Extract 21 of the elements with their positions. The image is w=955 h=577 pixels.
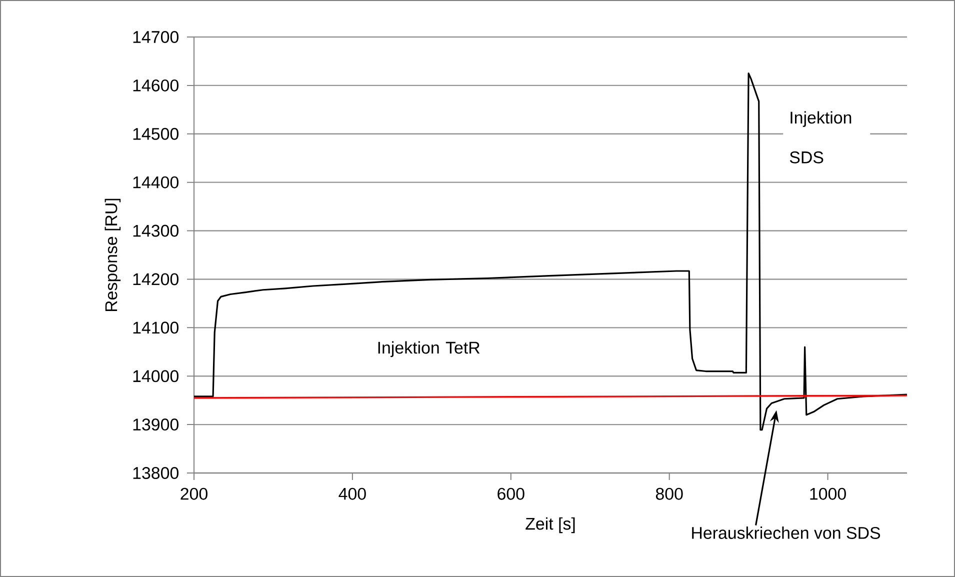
x-tick-label: 400 [338, 488, 366, 500]
x-tick-label: 800 [656, 488, 683, 500]
x-tick-label: 600 [498, 488, 524, 500]
y-tick-label: 14500 [133, 128, 178, 140]
y-tick-label: 14100 [133, 322, 178, 334]
text: Herauskriechen von SDS [692, 526, 880, 539]
y-tick-label: 13800 [133, 467, 178, 479]
line-series [193, 72, 908, 431]
x-axis-title: Zeit [s] [526, 517, 575, 534]
y-tick-label: 14400 [133, 176, 178, 188]
x-tick-label: 200 [180, 488, 208, 500]
y-tick-label: 14200 [133, 273, 178, 286]
x-tick-label: 1000 [810, 488, 846, 500]
annotation: Injektion TetR [378, 341, 480, 358]
text: Injektion SDS [790, 111, 852, 164]
y-tick-label: 13900 [133, 418, 178, 431]
y-tick-label: 14600 [133, 79, 178, 92]
y-tick-label: 14300 [133, 224, 178, 237]
y-axis-title: Response [RU] [104, 198, 121, 312]
y-tick-label: 14000 [133, 370, 178, 382]
y-tick-label: 14700 [133, 31, 178, 44]
